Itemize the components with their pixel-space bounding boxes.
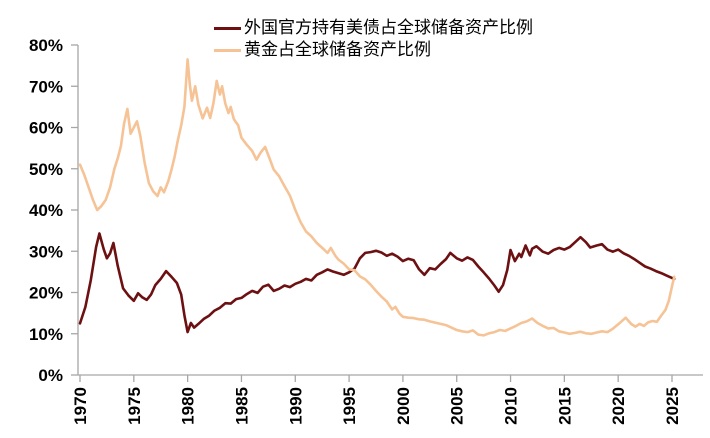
x-tick-label: 1985 xyxy=(232,387,251,425)
y-tick-label: 40% xyxy=(29,201,63,220)
x-tick-label: 1970 xyxy=(71,387,90,425)
y-tick-label: 30% xyxy=(29,242,63,261)
series-line-0 xyxy=(78,232,676,334)
legend-item-gold-share: 黄金占全球储备资产比例 xyxy=(214,39,533,61)
x-tick-label: 2000 xyxy=(394,387,413,425)
legend-label-us-treasury-share: 外国官方持有美债占全球储备资产比例 xyxy=(244,18,533,37)
y-tick-label: 80% xyxy=(29,36,63,55)
x-tick-label: 2015 xyxy=(555,387,574,425)
legend: 外国官方持有美债占全球储备资产比例 黄金占全球储备资产比例 xyxy=(214,17,533,61)
series-line-1 xyxy=(78,58,676,337)
x-tick-label: 1995 xyxy=(340,387,359,425)
x-tick-label: 2005 xyxy=(448,387,467,425)
y-tick-label: 60% xyxy=(29,119,63,138)
y-tick-label: 0% xyxy=(38,366,63,385)
x-tick-label: 2010 xyxy=(502,387,521,425)
y-tick-label: 20% xyxy=(29,284,63,303)
x-tick-label: 1980 xyxy=(179,387,198,425)
gold-series-line-swatch xyxy=(214,48,241,52)
x-tick-label: 1975 xyxy=(125,387,144,425)
x-tick-label: 2025 xyxy=(663,387,682,425)
y-tick-label: 10% xyxy=(29,325,63,344)
us-treasury-series-line-swatch xyxy=(214,26,241,30)
legend-item-us-treasury-share: 外国官方持有美债占全球储备资产比例 xyxy=(214,17,533,39)
x-tick-label: 1990 xyxy=(286,387,305,425)
x-tick-label: 2020 xyxy=(609,387,628,425)
y-tick-label: 50% xyxy=(29,160,63,179)
legend-label-gold-share: 黄金占全球储备资产比例 xyxy=(244,40,431,59)
y-tick-label: 70% xyxy=(29,77,63,96)
